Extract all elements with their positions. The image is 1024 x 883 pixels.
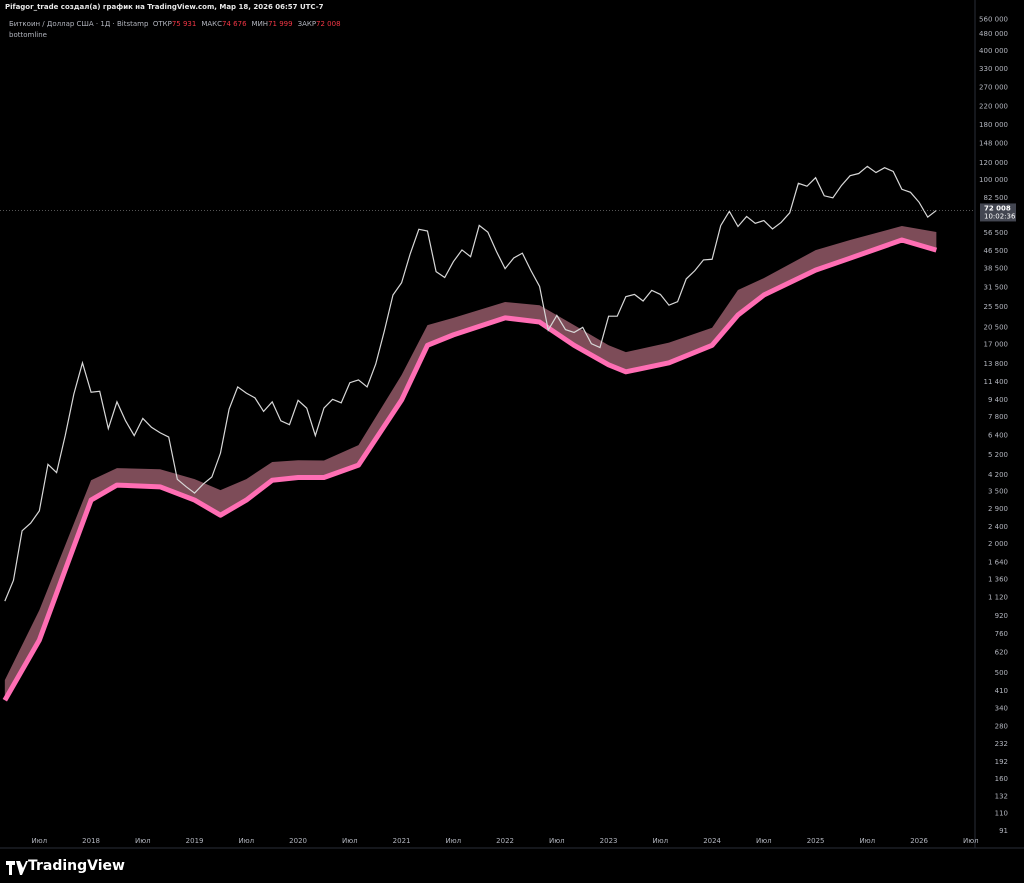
y-tick-label: 1 640 [988,558,1008,566]
x-tick-label: 2018 [82,837,100,845]
y-tick-label: 20 500 [984,323,1009,331]
y-tick-label: 2 000 [988,540,1008,548]
x-tick-label: Июл [239,837,255,845]
ohlc: ОТКР75 931 МАКС74 676 МИН71 999 ЗАКР72 008 [153,20,346,28]
y-tick-label: 6 400 [988,432,1008,440]
x-tick-label: Июл [653,837,669,845]
x-tick-label: Июл [860,837,876,845]
y-tick-label: 760 [995,630,1008,638]
y-tick-label: 38 500 [984,265,1009,273]
last-price-box [980,203,1016,222]
ohlc-value: 75 931 [171,20,197,28]
legend: Биткоин / Доллар США · 1Д · Bitstamp ОТК… [9,19,346,41]
y-tick-label: 920 [995,612,1008,620]
x-tick-label: Июл [549,837,565,845]
y-tick-label: 82 500 [984,194,1009,202]
y-tick-label: 4 200 [988,471,1008,479]
y-tick-label: 480 000 [979,30,1008,38]
ohlc-label: МАКС [201,20,223,28]
footer: TradingView [0,852,1024,883]
y-tick-label: 11 400 [984,378,1009,386]
band-lower-line [2,237,938,702]
price-line [4,165,937,602]
x-tick-label: 2023 [600,837,618,845]
y-tick-label: 340 [995,705,1008,713]
y-tick-label: 620 [995,649,1008,657]
y-tick-label: 7 800 [988,413,1008,421]
y-tick-label: 31 500 [984,283,1009,291]
y-tick-label: 5 200 [988,451,1008,459]
y-tick-label: 9 400 [988,396,1008,404]
header: Pifagor_trade создал(а) график на Tradin… [5,3,324,11]
x-tick-label: Июл [135,837,151,845]
y-tick-label: 330 000 [979,65,1008,73]
logo-icon [6,861,28,875]
y-tick-label: 270 000 [979,84,1008,92]
x-tick-label: 2020 [289,837,307,845]
y-tick-label: 17 000 [984,341,1009,349]
y-tick-label: 2 900 [988,505,1008,513]
chart: 560 000 480 000 400 000 330 000 270 000 220 0… [0,0,1024,849]
y-tick-label: 110 [995,810,1008,818]
y-tick-label: 280 [995,723,1008,731]
ohlc-value: 71 999 [268,20,293,28]
y-tick-label: 13 800 [984,360,1009,368]
logo-text: TradingView [28,858,125,874]
y-tick-label: 1 360 [988,576,1008,584]
x-tick-label: 2022 [496,837,514,845]
x-tick-label: 2026 [910,837,928,845]
y-tick-label: 56 500 [984,229,1009,237]
x-tick-label: Июл [446,837,462,845]
y-tick-label: 1 120 [988,594,1008,602]
y-tick-label: 232 [995,740,1008,748]
y-tick-label: 560 000 [979,16,1008,24]
y-tick-label: 25 500 [984,303,1009,311]
ohlc-value: 72 008 [316,20,341,28]
countdown: 10:02:36 [984,212,1016,220]
y-tick-label: 46 500 [984,247,1009,255]
y-tick-label: 180 000 [979,121,1008,129]
logo-shape [6,861,28,875]
x-tick-label: 2019 [186,837,204,845]
x-tick-label: 2025 [807,837,825,845]
y-tick-label: 500 [995,669,1008,677]
y-tick-label: 160 [995,775,1008,783]
symbol: Биткоин / Доллар США · 1Д · Bitstamp [9,20,149,28]
y-tick-label: 410 [995,687,1008,695]
y-tick-label: 91 [999,827,1008,835]
y-tick-label: 2 400 [988,523,1008,531]
ohlc-value: 74 676 [222,20,247,28]
x-tick-label: 2024 [703,837,721,845]
x-tick-label: 2021 [393,837,411,845]
y-tick-label: 120 000 [979,159,1008,167]
y-tick-label: 132 [995,793,1008,801]
y-tick-label: 400 000 [979,47,1008,55]
x-tick-label: Июл [342,837,358,845]
x-tick-label: Июл [32,837,48,845]
y-tick-label: 148 000 [979,139,1008,147]
x-tick-label: Июл [756,837,772,845]
ohlc-label: ЗАКР [297,20,317,28]
legend-row: Биткоин / Доллар США · 1Д · Bitstamp ОТК… [9,19,346,30]
ohlc-label: ОТКР [152,20,172,28]
band-fill [4,226,937,701]
y-tick-label: 220 000 [979,103,1008,111]
y-tick-label: 3 500 [988,488,1008,496]
ohlc-label: МИН [251,20,269,28]
indicator-name: bottomline [9,31,47,39]
y-tick-label: 100 000 [979,176,1008,184]
y-tick-label: 192 [995,758,1008,766]
last-price-label: 72 008 [984,204,1011,212]
x-tick-label: Июл [963,837,979,845]
